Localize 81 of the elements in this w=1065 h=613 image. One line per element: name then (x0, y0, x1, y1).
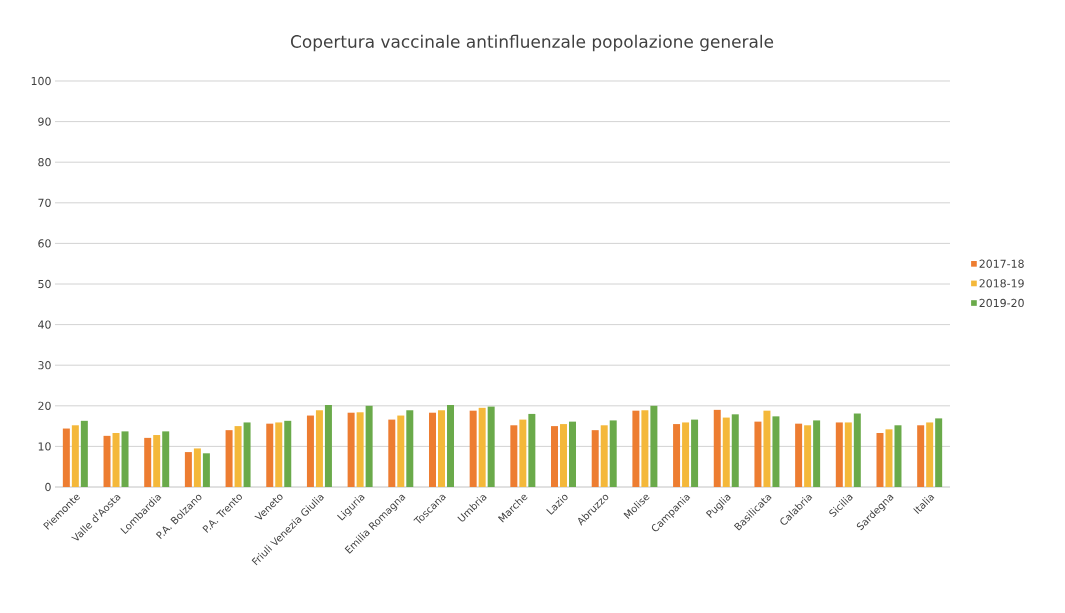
bar (551, 426, 559, 487)
bar (682, 422, 690, 487)
bar (894, 425, 902, 487)
bar (356, 412, 364, 487)
bar (691, 419, 699, 487)
bar (853, 413, 861, 487)
y-tick-label: 100 (31, 76, 51, 86)
y-tick-label: 20 (38, 401, 51, 410)
bar (487, 406, 495, 487)
bar (437, 410, 445, 487)
bar (275, 422, 283, 487)
y-tick-label: 70 (38, 198, 51, 207)
bar (162, 431, 170, 487)
bar (713, 409, 721, 487)
bar (641, 410, 649, 487)
bar (632, 410, 640, 487)
bar (772, 416, 780, 487)
bar (306, 415, 314, 487)
bar (184, 452, 192, 487)
y-tick-label: 0 (45, 482, 51, 492)
y-tick-label: 10 (38, 442, 51, 451)
bar (763, 410, 771, 487)
bar (835, 422, 843, 487)
bar (121, 431, 129, 487)
bar (795, 423, 803, 487)
bar (388, 419, 396, 487)
bar (600, 425, 608, 487)
bar (731, 414, 739, 487)
bar (315, 410, 323, 487)
legend-label: 2017-18 (979, 259, 1024, 268)
bar (917, 425, 925, 487)
y-tick-label: 40 (38, 320, 51, 329)
bar (510, 425, 518, 487)
bar (234, 426, 242, 487)
bar (478, 407, 486, 487)
bar (722, 417, 730, 487)
bar (754, 421, 762, 487)
bar (926, 422, 934, 487)
bar (324, 404, 332, 487)
bar (844, 422, 852, 487)
bar (591, 430, 599, 487)
bar (650, 405, 658, 487)
bar (202, 453, 210, 487)
bar (876, 433, 884, 487)
bar (428, 412, 436, 487)
y-tick-label: 90 (38, 117, 51, 126)
bar (673, 424, 681, 487)
bar (266, 423, 274, 487)
y-tick-label: 50 (38, 279, 51, 289)
bar (103, 435, 111, 487)
bar (813, 420, 821, 487)
bar (397, 415, 405, 487)
bar (804, 425, 812, 487)
bar (153, 435, 161, 487)
bar (528, 413, 536, 487)
bar (560, 424, 568, 487)
bar (406, 410, 414, 487)
bar (225, 430, 233, 487)
legend-label: 2018-19 (979, 279, 1024, 288)
bar (469, 410, 477, 487)
bar (519, 419, 527, 487)
bar (243, 422, 251, 487)
bar (193, 448, 201, 487)
bar (609, 420, 617, 487)
y-tick-label: 60 (38, 239, 51, 248)
bar (365, 405, 373, 487)
bar (80, 420, 88, 487)
bar (284, 420, 292, 487)
bar (347, 412, 355, 487)
bar (71, 425, 79, 487)
chart-title: Copertura vaccinale antinfluenzale popolazione generale (291, 34, 774, 52)
y-tick-label: 30 (38, 361, 51, 370)
y-tick-label: 80 (38, 158, 51, 167)
bar (935, 418, 943, 487)
bar (446, 404, 454, 487)
legend-label: 2019-20 (979, 298, 1024, 308)
bar (112, 433, 120, 487)
bar (885, 429, 893, 487)
bar (144, 437, 152, 487)
bar (569, 421, 577, 487)
bar (62, 428, 70, 487)
